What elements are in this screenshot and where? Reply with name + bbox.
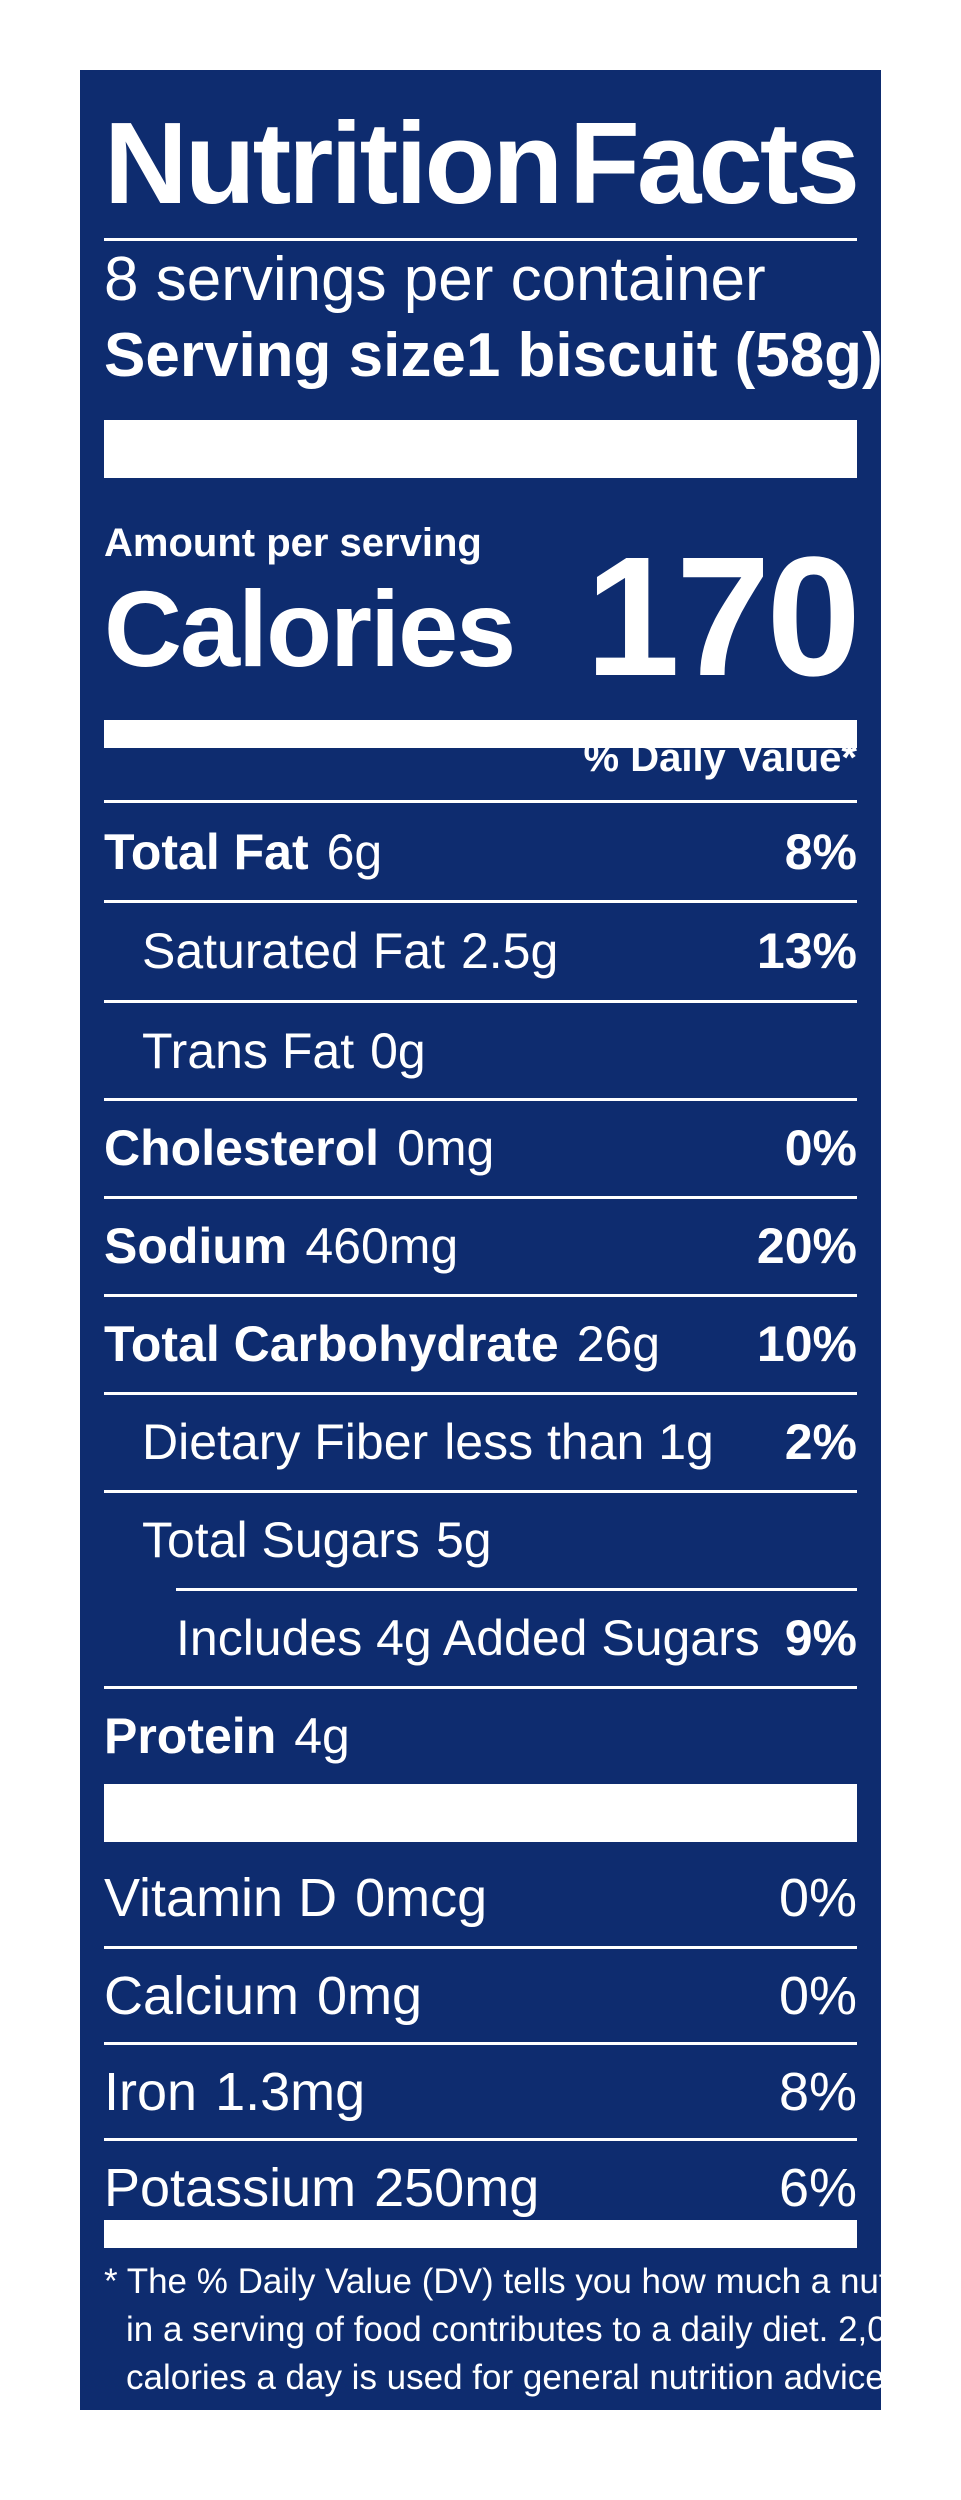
nutrient-amount: 460mg [305,1218,459,1274]
row-divider [104,1098,857,1101]
nutrient-amount: 6g [326,824,383,880]
vitamin-amount: 250mg [374,2158,540,2218]
nutrient-dv: 0% [784,1120,857,1176]
vitamin-amount: 0mg [317,1966,423,2026]
nutrient-name: Saturated Fat [142,923,445,979]
vitamin-row-potassium: Potassium 250mg 6% [104,2140,857,2236]
nutrient-amount: 4g [294,1708,350,1764]
nutrient-dv: 2% [784,1414,857,1470]
row-divider [104,1196,857,1199]
vitamin-dv: 0% [778,1966,857,2026]
row-divider [104,1294,857,1297]
nutrient-name: Total Fat [104,824,309,880]
nutrient-row-trans-fat: Trans Fat 0g [104,1003,857,1099]
nutrient-row-saturated-fat: Saturated Fat 2.5g 13% [104,903,857,999]
nutrient-amount: 0mg [397,1120,495,1176]
vitamin-dv: 8% [778,2062,857,2122]
vitamin-dv: 6% [778,2158,857,2218]
row-divider [176,1588,857,1591]
divider-thick-protein [104,1784,857,1842]
vitamin-amount: 1.3mg [215,2062,366,2122]
title-word-facts: Facts [568,98,860,228]
vitamin-row-calcium: Calcium 0mg 0% [104,1948,857,2044]
nutrient-amount: 2.5g [460,923,559,979]
footnote-line: * The % Daily Value (DV) tells you how m… [104,2262,957,2301]
nutrient-row-dietary-fiber: Dietary Fiber less than 1g 2% [104,1394,857,1490]
vitamin-name: Iron [104,2062,198,2122]
amount-per-serving: Amount per serving [104,521,482,565]
nutrition-facts-label: Nutrition Facts 8 servings per container… [80,70,957,2410]
nutrient-name: Trans Fat [142,1023,355,1079]
calories-value: 170 [585,522,861,712]
nutrient-row-total-carbohydrate: Total Carbohydrate 26g 10% [104,1296,857,1392]
nutrition-facts-content: Nutrition Facts 8 servings per container… [104,70,957,2410]
nutrient-dv: 13% [756,923,857,979]
vitamin-name: Vitamin D [104,1868,338,1928]
footnote-line: calories a day is used for general nutri… [126,2358,895,2397]
daily-value-header: % Daily Value* [583,736,857,780]
vitamin-name: Potassium [104,2158,357,2218]
nutrient-name: Includes 4g Added Sugars [176,1610,760,1666]
nutrient-dv: 8% [784,824,857,880]
serving-size-row: Serving size 1 biscuit (58g) [104,316,883,396]
divider-thick-serving [104,420,857,478]
divider-thick-calories [104,720,857,748]
nutrient-amount: 0g [370,1023,426,1079]
nutrient-row-total-sugars: Total Sugars 5g [104,1492,857,1588]
nutrient-name: Sodium [104,1218,288,1274]
nutrient-row-cholesterol: Cholesterol 0mg 0% [104,1100,857,1196]
nutrient-name: Total Carbohydrate [104,1316,559,1372]
divider-thick-footnote [104,2220,857,2248]
vitamin-name: Calcium [104,1966,300,2026]
nutrient-row-protein: Protein 4g [104,1688,857,1784]
nutrient-dv: 10% [756,1316,857,1372]
nutrient-name: Cholesterol [104,1120,380,1176]
vitamin-row-vitamin-d: Vitamin D 0mcg 0% [104,1850,857,1946]
divider-dv-header [104,800,857,803]
row-divider [104,2042,857,2045]
row-divider [104,900,857,903]
serving-size-value: 1 biscuit (58g) [465,321,883,390]
nutrient-row-sodium: Sodium 460mg 20% [104,1198,857,1294]
footnote-line: in a serving of food contributes to a da… [126,2310,926,2349]
nutrient-row-added-sugars: Includes 4g Added Sugars 9% [104,1590,857,1686]
row-divider [104,1946,857,1949]
nutrient-name: Protein [104,1708,277,1764]
daily-value-footnote: * The % Daily Value (DV) tells you how m… [104,2258,957,2402]
nutrient-dv: 20% [756,1218,857,1274]
nutrient-amount: less than 1g [444,1414,714,1470]
vitamin-dv: 0% [778,1868,857,1928]
nutrient-amount: 26g [576,1316,661,1372]
row-divider [104,2138,857,2141]
row-divider [104,1490,857,1493]
nutrient-name: Dietary Fiber [142,1414,429,1470]
row-divider [104,1000,857,1003]
vitamin-amount: 0mcg [355,1868,488,1928]
servings-per-container: 8 servings per container [104,245,766,314]
row-divider [104,1686,857,1689]
serving-size-label: Serving size [104,321,466,390]
label-title: Nutrition Facts [104,88,860,238]
calories-label: Calories [104,568,516,689]
nutrient-amount: 5g [435,1512,492,1568]
vitamin-row-iron: Iron 1.3mg 8% [104,2044,857,2140]
divider-title [104,238,857,241]
nutrient-dv: 9% [784,1610,857,1666]
row-divider [104,1392,857,1395]
nutrient-name: Total Sugars [142,1512,420,1568]
title-word-nutrition: Nutrition [104,98,563,228]
nutrient-row-total-fat: Total Fat 6g 8% [104,804,857,900]
